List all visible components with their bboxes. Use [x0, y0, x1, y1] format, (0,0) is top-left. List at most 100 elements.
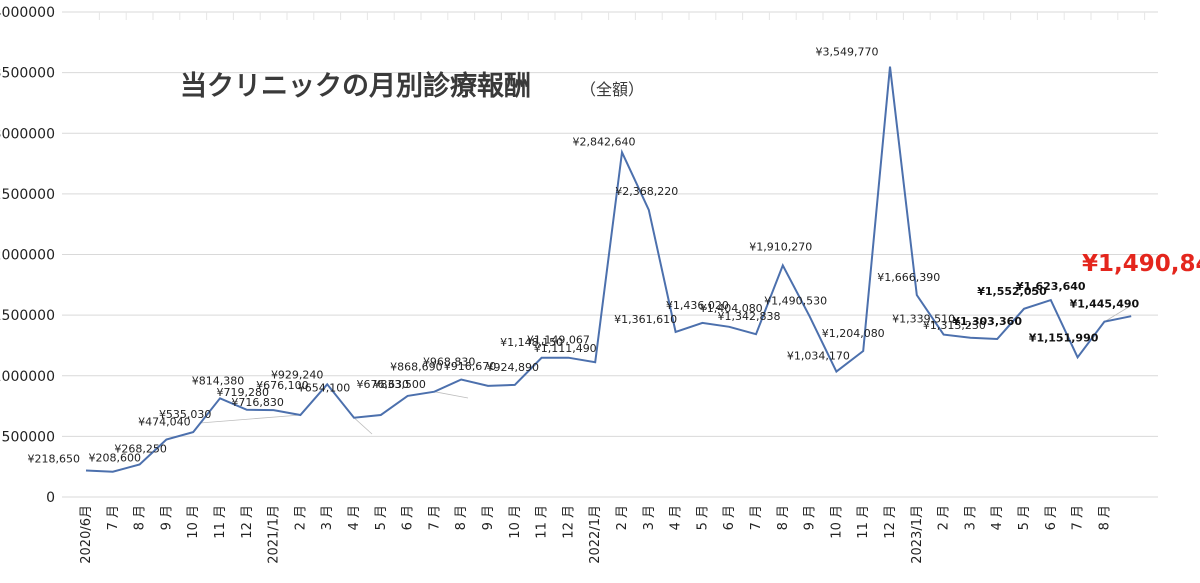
y-tick-label: 1000000 — [0, 369, 55, 385]
x-tick-label: 2023/1月 — [910, 505, 925, 564]
data-label: ¥868,690 — [390, 361, 443, 374]
data-label: ¥1,436,020 — [666, 299, 729, 312]
label-leader-lines — [199, 304, 1133, 435]
x-tick-label: 10 月 — [186, 505, 201, 539]
data-label: ¥1,445,490 — [1070, 298, 1140, 311]
x-tick-label: 12 月 — [561, 505, 576, 539]
x-tick-label: 10 月 — [508, 505, 523, 539]
y-tick-label: 2000000 — [0, 248, 55, 264]
data-label: ¥676,630 — [357, 378, 410, 391]
data-label: ¥1,404,080 — [700, 302, 763, 315]
x-tick-label: 4 月 — [347, 505, 362, 530]
data-label: ¥916,670 — [444, 360, 497, 373]
y-tick-label: 3000000 — [0, 126, 55, 142]
y-tick-label: 500000 — [2, 429, 55, 445]
x-tick-label: 5 月 — [1017, 505, 1032, 530]
data-label: ¥716,830 — [231, 396, 284, 409]
y-axis-ticks: 0 500000 1000000 1500000 2000000 2500000 30000… — [0, 5, 55, 506]
x-tick-label: 12 月 — [883, 505, 898, 539]
data-label: ¥268,250 — [114, 442, 167, 455]
latest-value-callout: ¥1,490,840 — [1082, 251, 1200, 277]
x-axis-ticks: 2020/6月 7 月 8 月 9 月 10 月 11 月 12 月 2021/1月 2 月 3 … — [79, 505, 1112, 564]
data-label: ¥208,600 — [89, 452, 142, 465]
x-tick-label: 3 月 — [963, 505, 978, 530]
chart-subtitle: （全額） — [580, 80, 644, 99]
data-label: ¥535,030 — [159, 408, 212, 421]
leader-line — [353, 417, 373, 435]
data-label: ¥3,549,770 — [816, 46, 879, 59]
data-label: ¥924,890 — [487, 361, 540, 374]
leader-line — [434, 391, 469, 399]
data-label: ¥1,149,067 — [527, 334, 590, 347]
data-label: ¥1,910,270 — [749, 240, 812, 253]
x-tick-label: 5 月 — [374, 505, 389, 530]
x-tick-label: 4 月 — [669, 505, 684, 530]
data-label: ¥218,650 — [28, 452, 81, 465]
data-label: ¥676,100 — [256, 379, 309, 392]
x-tick-label: 4 月 — [990, 505, 1005, 530]
data-label: ¥929,240 — [271, 368, 324, 381]
y-tick-label: 2500000 — [0, 187, 55, 203]
x-tick-label: 6 月 — [722, 505, 737, 530]
y-tick-label: 4000000 — [0, 5, 55, 21]
y-tick-label: 1500000 — [0, 308, 55, 324]
x-tick-label: 8 月 — [133, 505, 148, 530]
x-tick-label: 7 月 — [749, 505, 764, 530]
data-label: ¥2,368,220 — [615, 185, 678, 198]
leader-line — [199, 414, 301, 424]
x-tick-label: 11 月 — [213, 505, 228, 539]
data-label: ¥1,303,360 — [952, 315, 1022, 328]
data-label: ¥814,380 — [192, 374, 245, 387]
x-tick-label: 10 月 — [829, 505, 844, 539]
data-label: ¥1,342,838 — [718, 310, 781, 323]
data-label: ¥1,666,390 — [877, 271, 940, 284]
data-label: ¥1,204,080 — [822, 327, 885, 340]
x-tick-label: 11 月 — [535, 505, 550, 539]
data-label: ¥1,623,640 — [1016, 280, 1086, 293]
revenue-series-line — [85, 66, 1132, 473]
y-tick-label: 3500000 — [0, 66, 55, 82]
data-label: ¥1,034,170 — [787, 350, 850, 363]
x-tick-label: 2022/1月 — [588, 505, 603, 564]
data-label: ¥1,313,230 — [923, 319, 986, 332]
x-tick-label: 6 月 — [1044, 505, 1059, 530]
x-tick-label: 9 月 — [159, 505, 174, 530]
x-tick-label: 6 月 — [401, 505, 416, 530]
data-label: ¥719,280 — [217, 386, 270, 399]
data-label: ¥833,500 — [373, 378, 426, 391]
x-tick-label: 3 月 — [642, 505, 657, 530]
x-tick-label: 8 月 — [1097, 505, 1112, 530]
data-label: ¥1,552,050 — [977, 285, 1047, 298]
data-label: ¥1,339,510 — [892, 313, 955, 326]
x-tick-label: 2020/6月 — [79, 505, 94, 564]
data-label: ¥474,040 — [138, 416, 191, 429]
data-label: ¥1,361,610 — [614, 313, 677, 326]
x-tick-label: 2 月 — [937, 505, 952, 530]
data-label: ¥2,842,640 — [573, 135, 636, 148]
data-label: ¥654,100 — [298, 382, 351, 395]
x-tick-label: 7 月 — [106, 505, 121, 530]
x-tick-label: 2 月 — [293, 505, 308, 530]
data-label: ¥1,151,990 — [1029, 331, 1099, 344]
gridlines — [62, 11, 1158, 498]
x-tick-label: 11 月 — [856, 505, 871, 539]
x-tick-label: 9 月 — [803, 505, 818, 530]
x-tick-label: 7 月 — [427, 505, 442, 530]
data-label: ¥1,490,530 — [764, 294, 827, 307]
x-tick-label: 7 月 — [1071, 505, 1086, 530]
x-tick-label: 2 月 — [615, 505, 630, 530]
data-label: ¥968,830 — [423, 356, 476, 369]
data-label: ¥1,148,150 — [500, 336, 563, 349]
x-tick-label: 3 月 — [320, 505, 335, 530]
data-labels: ¥218,650 ¥208,600¥268,250 ¥474,040¥535,030… — [28, 46, 1140, 466]
leader-line — [1104, 304, 1133, 323]
x-tick-label: 8 月 — [454, 505, 469, 530]
data-label: ¥1,111,490 — [534, 342, 597, 355]
x-tick-label: 5 月 — [695, 505, 710, 530]
x-tick-label: 8 月 — [776, 505, 791, 530]
y-tick-label: 0 — [46, 490, 55, 506]
x-tick-label: 9 月 — [481, 505, 496, 530]
x-tick-label: 2021/1月 — [267, 505, 282, 564]
chart-title: 当クリニックの月別診療報酬 — [180, 70, 531, 102]
